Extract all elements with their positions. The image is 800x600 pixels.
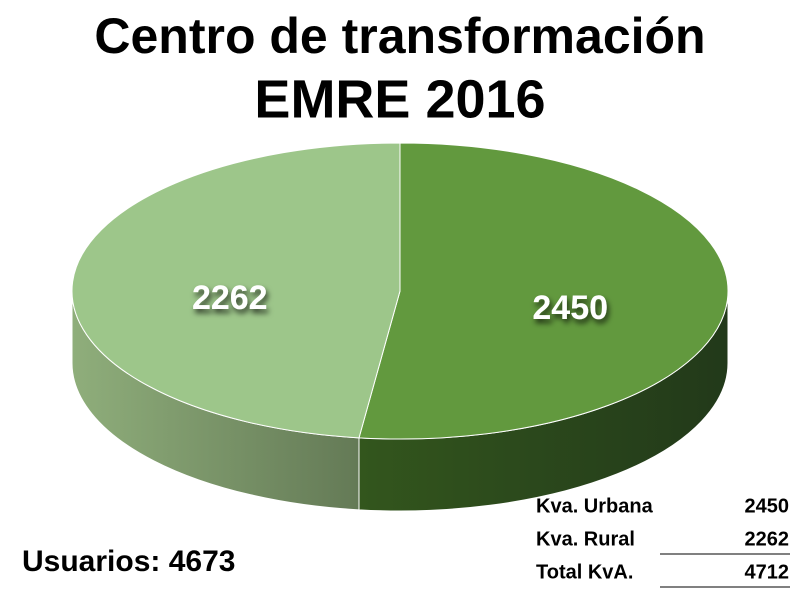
data-label: 2262 <box>192 279 268 317</box>
annotation: Usuarios: 4673 <box>22 545 235 578</box>
data-label: 2450 <box>532 289 608 327</box>
row-label: Kva. Rural <box>536 528 635 550</box>
table: Kva. Urbana 2450 Kva. Rural 2262 Total KvA. 4… <box>536 495 790 588</box>
chart-subtitle: EMRE 2016 <box>254 69 545 129</box>
row-value: 4712 <box>745 561 790 583</box>
row-value: 2262 <box>745 528 790 550</box>
row-label: Total KvA. <box>536 561 633 583</box>
row-value: 2450 <box>745 495 790 517</box>
chart-title: Centro de transformación <box>94 8 705 64</box>
pie: 2450 2262 <box>71 142 729 512</box>
row-label: Kva. Urbana <box>536 495 654 517</box>
slice <box>358 142 729 440</box>
slice <box>71 142 401 439</box>
